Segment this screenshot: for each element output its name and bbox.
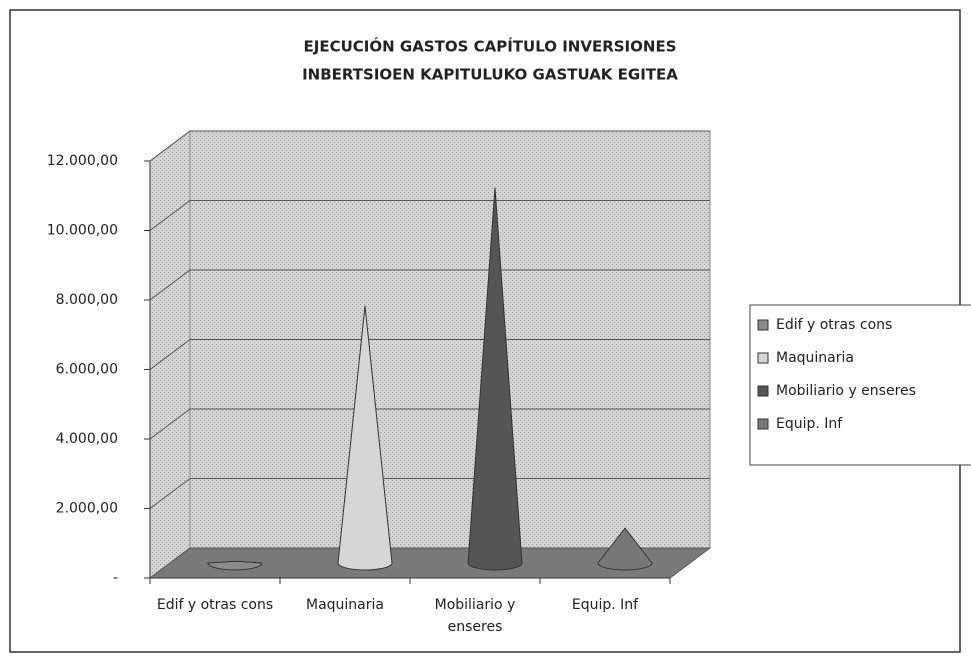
y-tick-label: - (113, 570, 118, 586)
grid-line (149, 200, 710, 231)
legend-swatch (757, 352, 769, 364)
legend-swatch (757, 418, 769, 430)
x-tick-label: Edif y otras cons (156, 597, 274, 613)
cone (337, 305, 393, 571)
cone (597, 527, 653, 571)
chart-subtitle: INBERTSIOEN KAPITULUKO GASTUAK EGITEA (302, 66, 678, 84)
cone (207, 560, 263, 571)
y-tick-label: 12.000,00 (47, 153, 118, 169)
y-tick-label: 8.000,00 (56, 292, 118, 308)
chart-title: EJECUCIÓN GASTOS CAPÍTULO INVERSIONES (304, 37, 677, 56)
y-tick-label: 2.000,00 (56, 501, 118, 517)
x-tick-label: Equip. Inf (571, 597, 639, 613)
legend-label: Mobiliario y enseres (776, 383, 916, 399)
legend-label: Edif y otras cons (776, 317, 892, 333)
legend-box (749, 304, 971, 466)
y-tick-label: 6.000,00 (56, 362, 118, 378)
legend-label: Equip. Inf (776, 416, 843, 432)
grid-line (149, 408, 710, 440)
legend-swatch (757, 319, 769, 331)
grid-line (149, 130, 710, 162)
grid-line (149, 269, 710, 301)
legend-label: Maquinaria (776, 350, 854, 366)
x-tick-label: Mobiliario y enseres (434, 597, 516, 635)
cone (467, 187, 523, 571)
grid-line (149, 478, 710, 509)
legend-swatch (757, 385, 769, 397)
y-tick-label: 4.000,00 (56, 431, 118, 447)
y-tick-label: 10.000,00 (47, 223, 118, 239)
grid-line (149, 339, 710, 370)
x-tick-label: Maquinaria (306, 597, 384, 613)
